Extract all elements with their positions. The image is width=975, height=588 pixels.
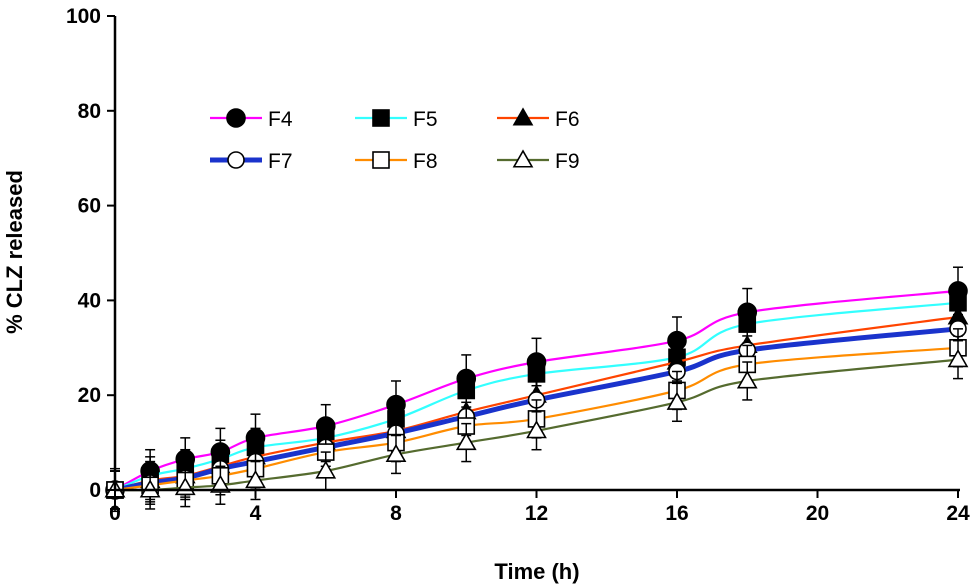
x-tick-label: 24 — [946, 502, 970, 525]
x-tick-label: 16 — [665, 502, 688, 525]
x-tick-label: 0 — [109, 502, 121, 525]
data-point-f9 — [245, 469, 266, 489]
legend-label: F5 — [413, 108, 438, 131]
legend-marker — [372, 151, 390, 169]
legend-item-f6: F6 — [497, 107, 580, 131]
data-point-f9 — [947, 349, 969, 368]
legend-item-f9: F9 — [497, 149, 580, 173]
y-tick-label: 0 — [89, 479, 101, 502]
data-point-f9 — [385, 443, 407, 463]
series-f9 — [104, 339, 969, 510]
x-axis-title: Time (h) — [494, 559, 579, 584]
x-tick-label: 12 — [525, 502, 548, 525]
series-layer — [104, 266, 969, 513]
legend-label: F8 — [413, 150, 438, 173]
data-point-f9 — [736, 370, 758, 389]
legend-label: F4 — [268, 108, 293, 131]
y-axis-title: % CLZ released — [2, 170, 27, 334]
legend-label: F7 — [268, 150, 293, 173]
legend-marker — [372, 109, 390, 127]
data-point-f9 — [315, 460, 337, 479]
tick-layer: 0 20 40 60 80 100 0 4 8 12 16 20 24 — [66, 5, 970, 525]
x-tick-label: 20 — [806, 502, 829, 525]
y-tick-label: 40 — [78, 289, 101, 312]
y-tick-label: 80 — [78, 100, 101, 123]
data-point-f9 — [526, 420, 547, 439]
x-tick-label: 4 — [250, 502, 262, 525]
data-point-f9 — [455, 431, 477, 451]
x-tick-label: 8 — [390, 502, 402, 525]
y-tick-label: 100 — [66, 5, 101, 28]
legend: F4 F5 F6 F7 F8 F9 — [210, 107, 580, 173]
legend-item-f5: F5 — [355, 108, 438, 131]
data-point-f9 — [209, 474, 231, 493]
legend-marker — [226, 108, 246, 128]
legend-item-f7: F7 — [210, 150, 293, 173]
legend-label: F6 — [555, 108, 580, 131]
y-tick-label: 60 — [78, 195, 101, 218]
y-tick-label: 20 — [78, 384, 101, 407]
legend-item-f4: F4 — [210, 108, 293, 131]
data-point-f9 — [666, 391, 688, 410]
legend-marker — [512, 107, 534, 126]
legend-item-f8: F8 — [355, 150, 438, 173]
legend-marker — [227, 151, 245, 169]
legend-label: F9 — [555, 150, 580, 173]
legend-marker — [512, 149, 534, 168]
